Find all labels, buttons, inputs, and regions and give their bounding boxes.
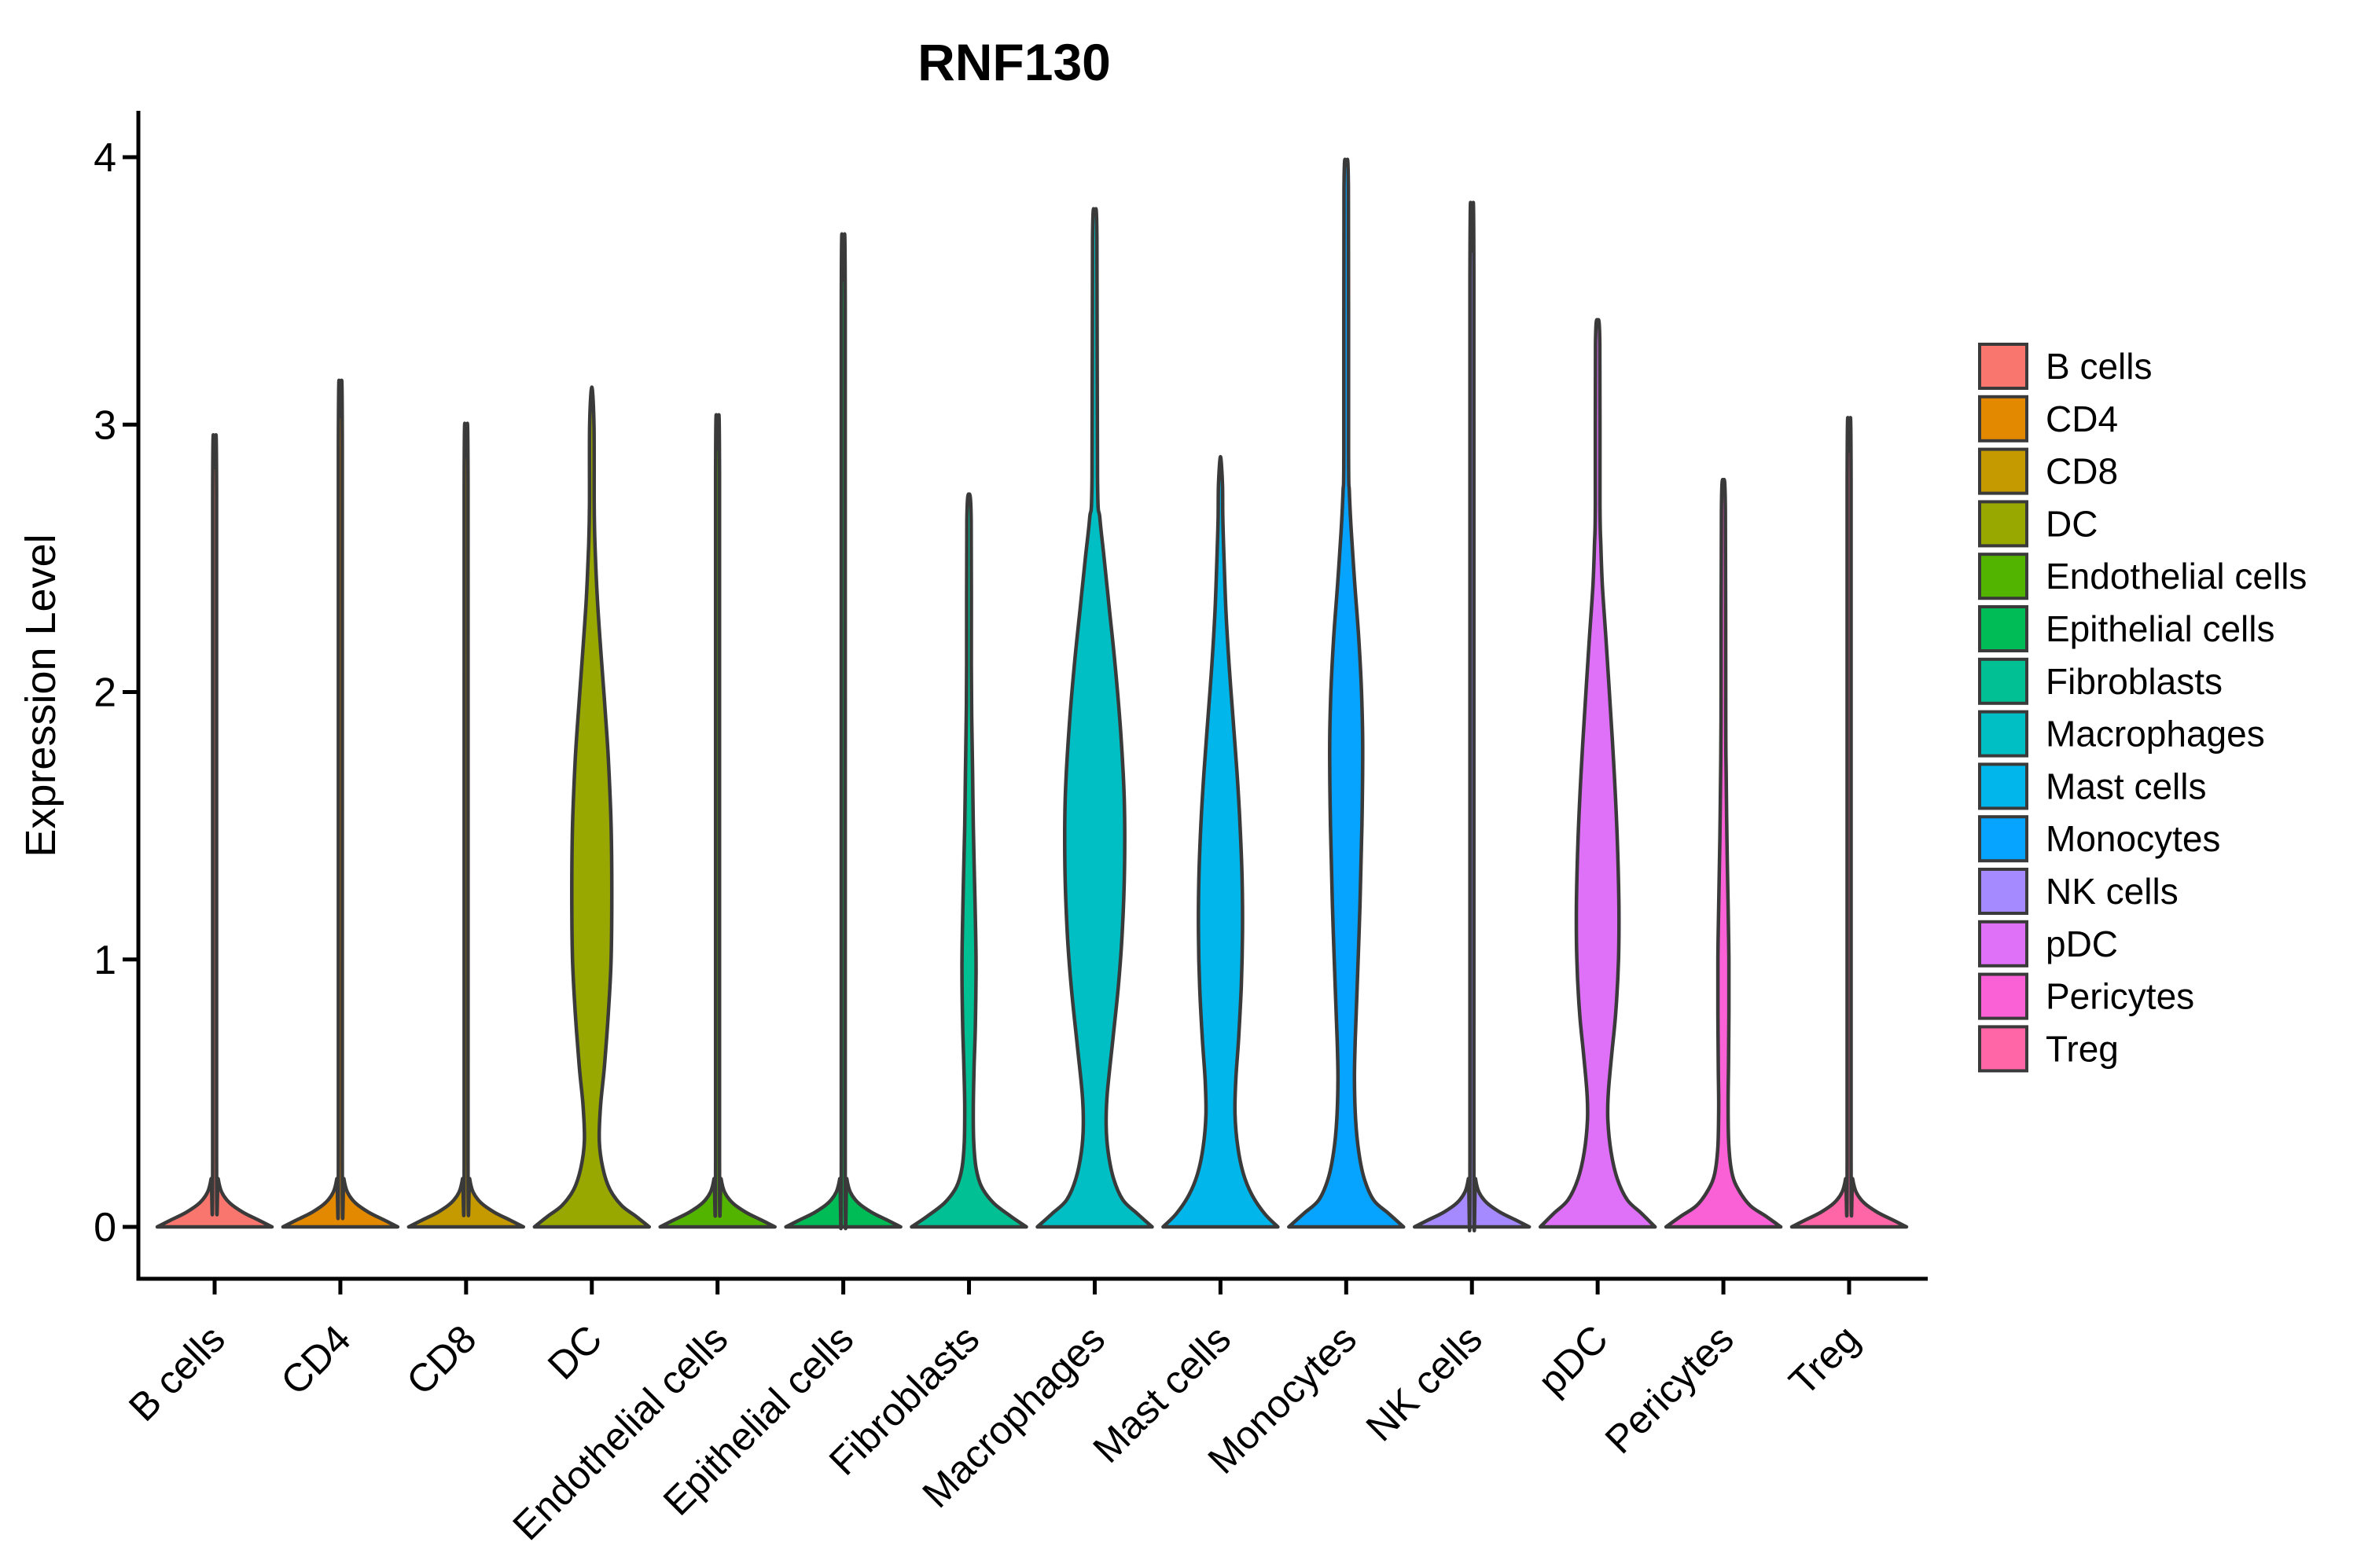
y-tick-label-0: 0 — [94, 1205, 116, 1250]
violin-pericytes — [1664, 477, 1783, 1229]
x-tick-label-endothelial-cells: Endothelial cells — [504, 1316, 736, 1548]
violin-cd4 — [281, 378, 400, 1229]
legend-item-mast-cells: Mast cells — [1978, 762, 2206, 810]
legend-label-cd4: CD4 — [2046, 398, 2118, 439]
legend-swatch-b-cells — [1978, 343, 2028, 390]
violin-epithelial-cells — [784, 232, 903, 1231]
x-tick-label-cd8: CD8 — [398, 1316, 484, 1403]
x-tick-label-pericytes: Pericytes — [1597, 1316, 1742, 1462]
violin-nk-cells — [1412, 200, 1531, 1233]
legend-label-epithelial-cells: Epithelial cells — [2046, 608, 2274, 649]
violin-fibroblasts — [910, 492, 1028, 1229]
violin-monocytes — [1287, 157, 1406, 1229]
legend-swatch-pericytes — [1978, 972, 2028, 1020]
legend-swatch-monocytes — [1978, 815, 2028, 863]
x-tick-label-b-cells: B cells — [120, 1316, 233, 1430]
legend-swatch-treg — [1978, 1025, 2028, 1073]
legend-label-nk-cells: NK cells — [2046, 871, 2179, 912]
legend-item-pdc: pDC — [1978, 920, 2118, 968]
legend-swatch-dc — [1978, 500, 2028, 548]
x-tick-label-nk-cells: NK cells — [1358, 1316, 1491, 1449]
legend-item-pericytes: Pericytes — [1978, 972, 2194, 1020]
legend-item-nk-cells: NK cells — [1978, 868, 2179, 915]
legend-label-pdc: pDC — [2046, 924, 2118, 964]
legend-item-dc: DC — [1978, 500, 2098, 548]
legend-label-b-cells: B cells — [2046, 346, 2152, 387]
legend-label-pericytes: Pericytes — [2046, 976, 2194, 1017]
y-axis-title: Expression Level — [17, 534, 64, 857]
legend-item-monocytes: Monocytes — [1978, 815, 2220, 863]
violin-dc — [532, 385, 652, 1229]
violins-layer — [155, 157, 1909, 1233]
violin-cd8 — [406, 421, 526, 1229]
violin-mast-cells — [1161, 454, 1280, 1229]
legend-label-dc: DC — [2046, 503, 2098, 544]
x-tick-label-dc: DC — [539, 1316, 611, 1388]
legend-swatch-epithelial-cells — [1978, 605, 2028, 652]
legend-item-macrophages: Macrophages — [1978, 710, 2265, 758]
legend-label-cd8: CD8 — [2046, 451, 2118, 492]
legend-label-endothelial-cells: Endothelial cells — [2046, 556, 2307, 597]
legend-item-b-cells: B cells — [1978, 343, 2152, 390]
x-tick-label-treg: Treg — [1781, 1316, 1868, 1404]
legend-swatch-mast-cells — [1978, 762, 2028, 810]
violin-macrophages — [1035, 207, 1154, 1229]
legend: B cells CD4 CD8 DC Endothelial cells Epitheli… — [1978, 343, 2307, 1073]
legend-swatch-macrophages — [1978, 710, 2028, 758]
plot-title: RNF130 — [917, 33, 1111, 91]
legend-item-cd8: CD8 — [1978, 447, 2118, 495]
y-tick-label-4: 4 — [94, 135, 116, 181]
violin-b-cells — [155, 433, 274, 1229]
legend-label-fibroblasts: Fibroblasts — [2046, 661, 2223, 702]
violin-treg — [1789, 416, 1909, 1229]
legend-swatch-cd8 — [1978, 447, 2028, 495]
y-axis-ticks: 0 1 2 3 4 — [94, 135, 138, 1250]
legend-swatch-endothelial-cells — [1978, 553, 2028, 600]
x-tick-label-cd4: CD4 — [272, 1316, 359, 1403]
x-tick-label-pdc: pDC — [1530, 1316, 1616, 1403]
y-tick-label-2: 2 — [94, 670, 116, 716]
legend-label-macrophages: Macrophages — [2046, 714, 2265, 755]
violin-endothelial-cells — [658, 413, 777, 1229]
legend-label-mast-cells: Mast cells — [2046, 766, 2206, 806]
violin-pdc — [1538, 318, 1657, 1229]
legend-swatch-fibroblasts — [1978, 657, 2028, 705]
legend-swatch-cd4 — [1978, 395, 2028, 442]
legend-item-fibroblasts: Fibroblasts — [1978, 657, 2223, 705]
legend-swatch-nk-cells — [1978, 868, 2028, 915]
legend-item-treg: Treg — [1978, 1025, 2119, 1073]
axes-layer — [136, 111, 1928, 1281]
legend-item-epithelial-cells: Epithelial cells — [1978, 605, 2274, 652]
legend-label-treg: Treg — [2046, 1028, 2119, 1069]
y-tick-label-3: 3 — [94, 402, 116, 448]
legend-item-cd4: CD4 — [1978, 395, 2118, 442]
legend-item-endothelial-cells: Endothelial cells — [1978, 553, 2307, 600]
y-tick-label-1: 1 — [94, 938, 116, 983]
legend-label-monocytes: Monocytes — [2046, 818, 2220, 859]
legend-swatch-pdc — [1978, 920, 2028, 968]
